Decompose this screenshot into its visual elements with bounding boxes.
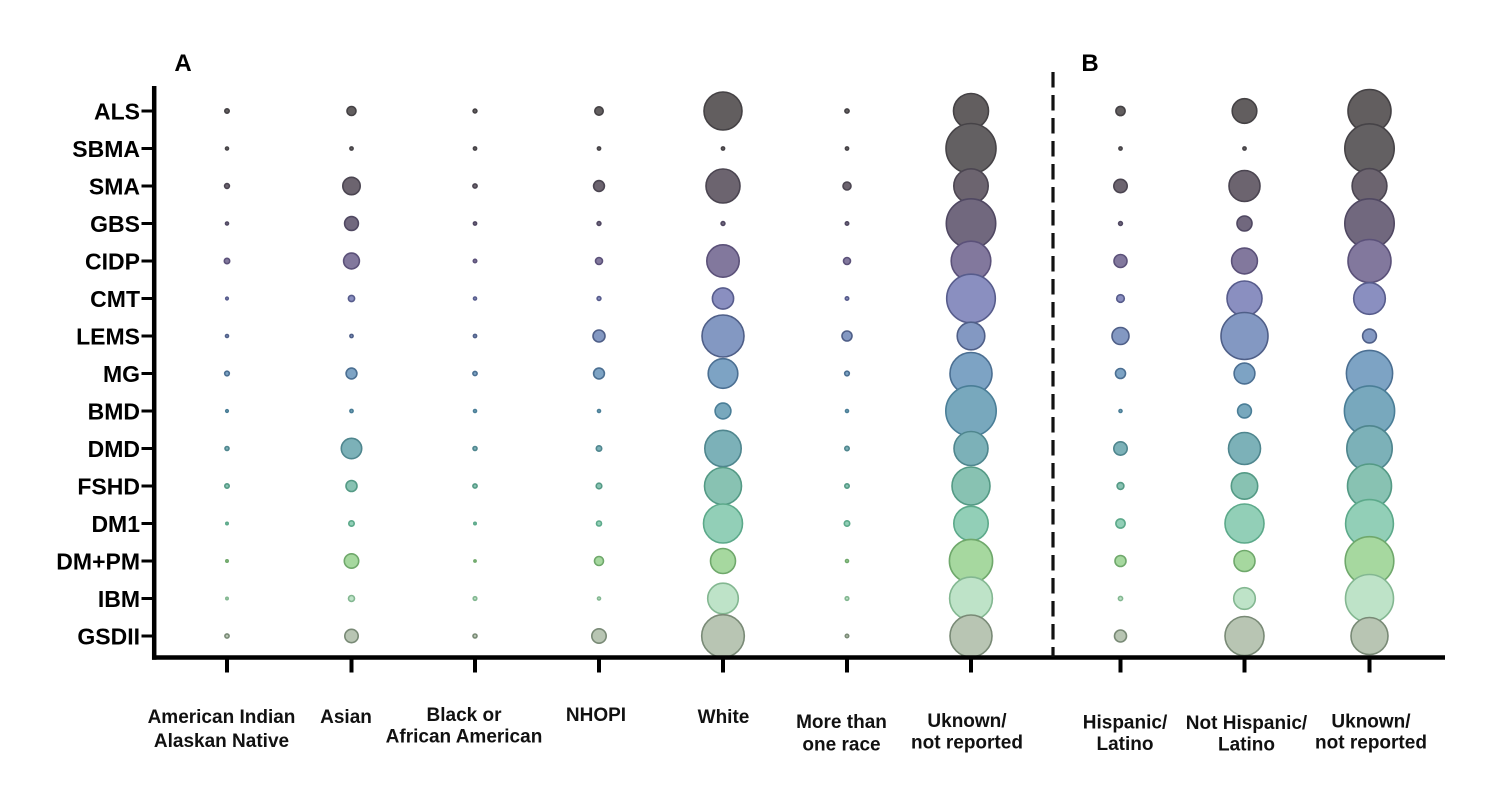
svg-text:GSDII: GSDII: [77, 624, 140, 650]
svg-text:Alaskan Native: Alaskan Native: [154, 731, 289, 752]
svg-text:Uknown/: Uknown/: [1331, 712, 1411, 733]
svg-text:NHOPI: NHOPI: [566, 705, 626, 726]
svg-text:not reported: not reported: [911, 733, 1023, 754]
svg-text:Asian: Asian: [320, 707, 372, 728]
svg-text:American Indian: American Indian: [148, 707, 296, 728]
svg-text:SBMA: SBMA: [72, 136, 140, 162]
svg-text:Not Hispanic/: Not Hispanic/: [1186, 713, 1308, 734]
svg-text:Hispanic/: Hispanic/: [1083, 713, 1168, 734]
svg-text:CMT: CMT: [90, 286, 140, 312]
svg-text:DM1: DM1: [91, 511, 140, 537]
svg-text:FSHD: FSHD: [77, 474, 140, 500]
svg-text:Uknown/: Uknown/: [927, 711, 1007, 732]
svg-text:LEMS: LEMS: [76, 324, 140, 350]
svg-text:B: B: [1081, 50, 1098, 77]
svg-text:Latino: Latino: [1097, 734, 1154, 755]
svg-text:DM+PM: DM+PM: [56, 549, 140, 575]
svg-text:Latino: Latino: [1218, 735, 1275, 756]
svg-text:GBS: GBS: [90, 211, 140, 237]
svg-text:BMD: BMD: [88, 399, 140, 425]
svg-text:African American: African American: [386, 727, 543, 748]
svg-text:CIDP: CIDP: [85, 249, 140, 275]
svg-text:DMD: DMD: [88, 436, 140, 462]
svg-text:Black or: Black or: [427, 705, 503, 726]
svg-text:IBM: IBM: [98, 586, 140, 612]
svg-text:ALS: ALS: [94, 99, 140, 125]
svg-text:MG: MG: [103, 361, 140, 387]
svg-text:White: White: [698, 707, 750, 728]
svg-text:not reported: not reported: [1315, 733, 1427, 754]
svg-text:SMA: SMA: [89, 174, 140, 200]
svg-text:one race: one race: [802, 735, 880, 756]
svg-text:More than: More than: [796, 712, 887, 733]
svg-text:A: A: [174, 50, 191, 77]
